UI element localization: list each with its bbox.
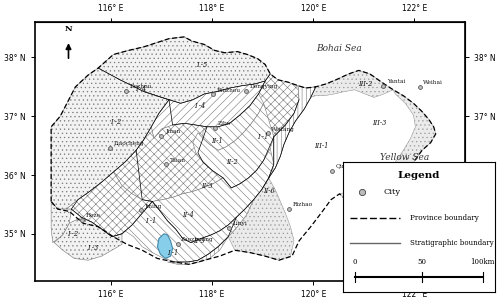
- Polygon shape: [152, 148, 274, 243]
- Text: 50: 50: [418, 258, 426, 266]
- Polygon shape: [51, 201, 72, 243]
- Text: Legend: Legend: [398, 171, 440, 180]
- Polygon shape: [340, 90, 436, 203]
- Text: I -1: I -1: [257, 133, 268, 141]
- Text: II-3: II-3: [201, 181, 213, 190]
- Polygon shape: [228, 86, 316, 260]
- Polygon shape: [158, 234, 172, 258]
- Text: II-4: II-4: [182, 211, 194, 219]
- Text: I -5: I -5: [196, 61, 207, 68]
- Polygon shape: [51, 37, 436, 264]
- Text: Dezhou: Dezhou: [130, 84, 152, 89]
- Text: III-2: III-2: [358, 80, 372, 88]
- Text: Taian: Taian: [170, 158, 186, 163]
- Text: Binzhou: Binzhou: [216, 88, 240, 93]
- Polygon shape: [54, 217, 122, 260]
- Polygon shape: [144, 81, 265, 138]
- Text: I -2: I -2: [110, 118, 122, 126]
- Text: I -1: I -1: [167, 248, 178, 257]
- Text: II-6: II-6: [263, 188, 274, 195]
- Text: 100km: 100km: [470, 258, 495, 266]
- Text: Rizhao: Rizhao: [292, 202, 312, 207]
- Text: Heze: Heze: [86, 213, 100, 218]
- Text: I -2: I -2: [68, 230, 78, 238]
- Text: Jining: Jining: [144, 204, 162, 208]
- Text: Bohai Sea: Bohai Sea: [316, 44, 362, 53]
- Text: Yellow Sea: Yellow Sea: [380, 153, 429, 162]
- Polygon shape: [193, 103, 274, 188]
- Text: 0: 0: [352, 258, 357, 266]
- Polygon shape: [168, 237, 228, 264]
- Text: I -1: I -1: [144, 217, 156, 225]
- Text: Zibo: Zibo: [218, 121, 231, 126]
- Text: Stratigraphic boundary: Stratigraphic boundary: [410, 239, 494, 247]
- Text: Linyi: Linyi: [233, 221, 248, 226]
- Text: III-3: III-3: [372, 119, 386, 127]
- Text: Yantai: Yantai: [386, 79, 405, 84]
- Polygon shape: [306, 70, 393, 98]
- Text: N: N: [64, 25, 72, 32]
- Polygon shape: [203, 94, 264, 150]
- Text: Province boundary: Province boundary: [410, 214, 478, 222]
- Text: II-1: II-1: [211, 137, 223, 145]
- Text: Weihai: Weihai: [423, 80, 443, 85]
- Polygon shape: [66, 172, 152, 237]
- Text: I -4: I -4: [136, 85, 147, 93]
- Polygon shape: [112, 200, 254, 262]
- Text: Liaocheng: Liaocheng: [114, 141, 144, 146]
- Polygon shape: [98, 37, 270, 103]
- Text: Dongying: Dongying: [250, 84, 278, 89]
- Polygon shape: [262, 86, 316, 190]
- Text: Jinan: Jinan: [165, 129, 180, 134]
- Text: II-2: II-2: [226, 158, 238, 166]
- Text: City: City: [384, 188, 401, 196]
- Polygon shape: [114, 74, 299, 201]
- Text: II-5: II-5: [194, 238, 205, 245]
- Polygon shape: [51, 68, 169, 209]
- Text: I -3: I -3: [88, 245, 99, 252]
- Text: I -4: I -4: [194, 102, 205, 110]
- Text: Zaozhuang: Zaozhuang: [181, 237, 214, 242]
- Text: III-1: III-1: [314, 142, 328, 150]
- Text: Weifang: Weifang: [272, 127, 295, 132]
- Text: Qingdao: Qingdao: [336, 164, 361, 169]
